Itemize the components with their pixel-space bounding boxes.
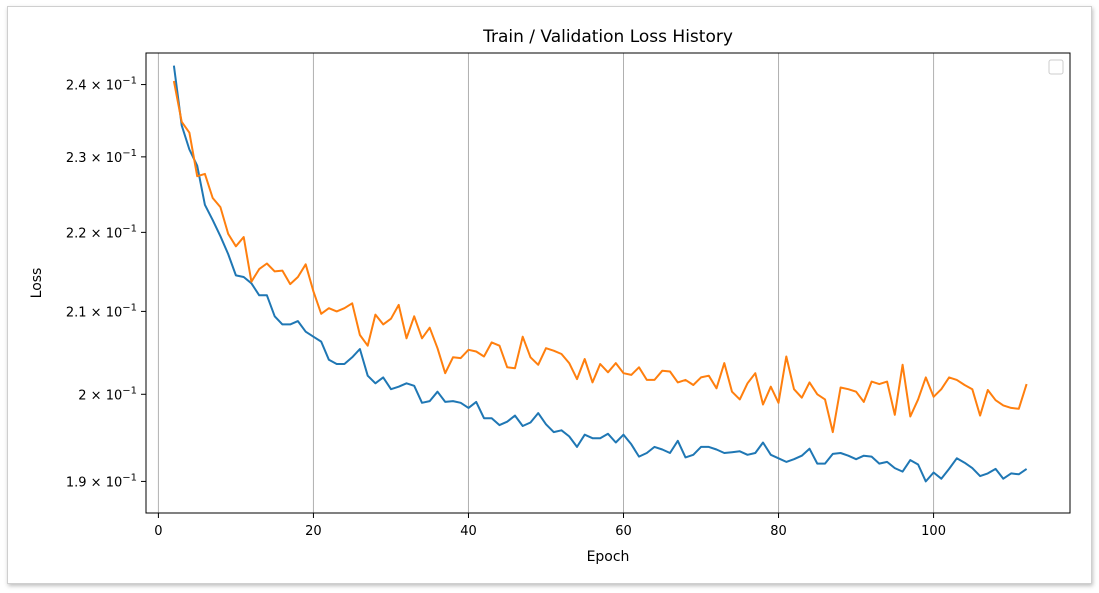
y-tick-times: × 10 (87, 151, 123, 166)
y-tick-times: × 10 (87, 475, 123, 490)
y-axis-ticks: 1.9 × 10−12 × 10−12.1 × 10−12.2 × 10−12.… (66, 76, 146, 490)
y-tick-exponent: −1 (122, 385, 137, 396)
y-tick-label: 2.1 × 10−1 (66, 302, 137, 320)
y-tick-exponent: −1 (122, 302, 137, 313)
x-tick-label: 60 (615, 524, 632, 539)
y-tick-mantissa: 2.2 (66, 226, 87, 241)
y-tick-exponent: −1 (122, 223, 137, 234)
x-tick-label: 100 (921, 524, 946, 539)
series-line-2 (172, 80, 1028, 434)
x-axis-label: Epoch (587, 549, 630, 565)
y-tick-times: × 10 (87, 79, 123, 94)
legend-box (1048, 59, 1064, 75)
chart-title: Train / Validation Loss History (482, 27, 733, 47)
x-tick-label: 20 (305, 524, 322, 539)
x-tick-label: 40 (460, 524, 477, 539)
y-tick-times: × 10 (87, 305, 123, 320)
y-tick-label: 2.4 × 10−1 (66, 76, 137, 94)
y-tick-label: 2.3 × 10−1 (66, 148, 137, 166)
y-tick-exponent: −1 (122, 472, 137, 483)
series-lines (172, 65, 1028, 483)
x-gridlines (157, 53, 935, 513)
y-axis-label: Loss (29, 268, 45, 299)
figure-frame (7, 6, 1092, 584)
y-tick-mantissa: 1.9 (66, 475, 87, 490)
y-tick-label: 1.9 × 10−1 (66, 472, 137, 490)
plot-area-frame (145, 52, 1071, 514)
y-tick-label: 2 × 10−1 (78, 385, 137, 403)
y-tick-mantissa: 2.1 (66, 305, 87, 320)
y-tick-times: × 10 (87, 226, 123, 241)
y-tick-exponent: −1 (122, 76, 137, 87)
y-tick-times: × 10 (87, 388, 123, 403)
y-tick-mantissa: 2 (78, 388, 86, 403)
y-tick-label: 2.2 × 10−1 (66, 223, 137, 241)
y-tick-exponent: −1 (122, 148, 137, 159)
series-line-1 (172, 65, 1028, 483)
x-tick-label: 0 (154, 524, 162, 539)
y-tick-mantissa: 2.3 (66, 151, 87, 166)
x-axis-ticks: 0 20 40 60 80 100 (154, 513, 946, 539)
x-tick-label: 80 (770, 524, 787, 539)
y-tick-mantissa: 2.4 (66, 79, 87, 94)
